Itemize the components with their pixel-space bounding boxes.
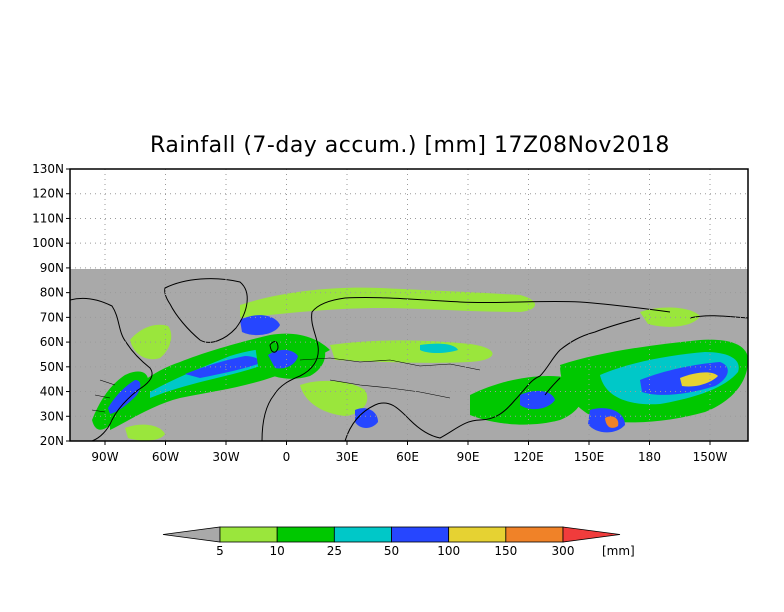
rain-patch-europe-heavy [268, 349, 298, 369]
rain-patch-caribbean [125, 424, 165, 441]
legend-swatch [448, 526, 507, 543]
rain-patch-central-asia-core [420, 343, 458, 353]
lon-tick-label: 180 [638, 450, 661, 464]
rain-patch-mediterranean [300, 380, 368, 416]
lon-tick-label: 30W [212, 450, 239, 464]
coast-europe-africa [261, 297, 346, 441]
legend-threshold-label: 10 [270, 544, 285, 558]
lat-tick-label: 60N [40, 335, 64, 349]
latitude-axis: 130N 120N 110N 100N 90N 80N 70N 60N 50N 40N 30N 20N [32, 162, 70, 448]
lon-tick-label: 30E [336, 450, 359, 464]
lat-tick-label: 70N [40, 310, 64, 324]
lat-tick-label: 50N [40, 360, 64, 374]
legend-swatch [333, 526, 392, 543]
coast-arctic [344, 296, 671, 313]
rain-patch-us-east-heavy [108, 380, 141, 414]
legend-threshold-label: 50 [384, 544, 399, 558]
coast-japan [544, 377, 561, 396]
legend-swatch [276, 526, 335, 543]
lat-tick-label: 30N [40, 409, 64, 423]
coast-north-america [70, 297, 153, 441]
country-borders [91, 357, 481, 413]
border-line [329, 379, 451, 399]
rain-patch-north-pacific-peak [680, 372, 718, 387]
coast-asia-east [539, 317, 641, 377]
no-data-area [70, 169, 748, 269]
graticule [70, 169, 748, 441]
legend-threshold-label: 150 [494, 544, 517, 558]
longitude-axis: 90W 60W 30W 0 30E 60E 90E 120E 150E 180 150W [91, 441, 728, 464]
lon-tick-label: 0 [283, 450, 291, 464]
legend-swatch [505, 526, 564, 543]
coast-british-isles [269, 341, 279, 353]
lat-tick-label: 90N [40, 261, 64, 275]
border-line [299, 357, 481, 371]
lat-tick-label: 100N [32, 236, 64, 250]
lon-tick-label: 90E [457, 450, 480, 464]
legend-colorbar: [mm] 5 10 25 50 100 150 300 [162, 526, 635, 558]
legend-threshold-label: 5 [216, 544, 224, 558]
lon-tick-label: 150W [693, 450, 728, 464]
rain-patch-pacific-peak [605, 416, 619, 428]
border-line [91, 379, 116, 413]
legend-threshold-label: 300 [552, 544, 575, 558]
lat-tick-label: 20N [40, 434, 64, 448]
lon-tick-label: 60W [152, 450, 179, 464]
legend-swatch [219, 526, 278, 543]
coast-asia-south [344, 375, 541, 441]
lat-tick-label: 40N [40, 385, 64, 399]
coastlines [70, 278, 748, 441]
lat-tick-label: 130N [32, 162, 64, 176]
lon-tick-label: 150E [574, 450, 605, 464]
legend-threshold-label: 25 [327, 544, 342, 558]
legend-swatch-min [162, 526, 221, 543]
lat-tick-label: 110N [32, 211, 64, 225]
lon-tick-label: 90W [91, 450, 118, 464]
coast-alaska [689, 315, 748, 319]
legend-threshold-label: 100 [437, 544, 460, 558]
legend-unit-label: [mm] [602, 544, 635, 558]
rain-patch-norway-sea [240, 315, 280, 336]
map-frame [69, 168, 749, 442]
legend-swatch-max [562, 526, 621, 543]
legend-swatch [391, 526, 450, 543]
page-title: Rainfall (7-day accum.) [mm] 17Z08Nov201… [150, 133, 670, 158]
rain-patch-atlantic-heavy [185, 356, 260, 378]
lat-tick-label: 120N [32, 187, 64, 201]
lon-tick-label: 60E [396, 450, 419, 464]
rain-patch-middle-east [355, 408, 378, 428]
coast-greenland [164, 278, 248, 343]
lat-tick-label: 80N [40, 286, 64, 300]
lon-tick-label: 120E [513, 450, 544, 464]
